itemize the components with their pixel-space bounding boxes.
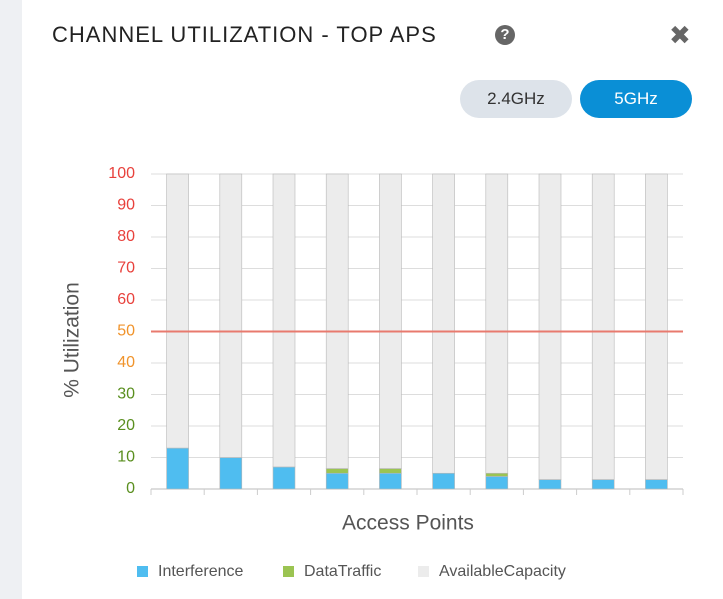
bar-segment	[379, 472, 402, 490]
bar-segment	[272, 466, 296, 490]
legend-swatch	[137, 566, 148, 577]
bar-segment	[645, 479, 668, 490]
legend-label: DataTraffic	[304, 563, 381, 580]
y-tick-label: 40	[117, 354, 135, 371]
y-tick-label: 10	[117, 449, 135, 466]
bar-segment	[219, 173, 243, 458]
legend-swatch	[283, 566, 294, 577]
bar-segment	[219, 457, 243, 490]
legend-label: AvailableCapacity	[439, 563, 566, 580]
y-tick-label: 50	[117, 323, 135, 340]
band-button[interactable]: 5GHz	[580, 80, 692, 118]
y-tick-label: 90	[117, 197, 135, 214]
legend-swatch	[418, 566, 429, 577]
x-axis-label: Access Points	[342, 512, 474, 535]
band-button[interactable]: 2.4GHz	[460, 80, 572, 118]
y-tick-label: 20	[117, 417, 135, 434]
bar-segment	[485, 476, 509, 490]
help-icon[interactable]: ?	[495, 25, 515, 45]
bar-segment	[485, 173, 509, 474]
bar-segment	[432, 472, 455, 490]
y-tick-label: 70	[117, 260, 135, 277]
bar-segment	[325, 468, 349, 474]
bar-segment	[325, 472, 349, 490]
bar-segment	[325, 173, 349, 469]
y-tick-label: 30	[117, 386, 135, 403]
bar-segment	[485, 472, 509, 477]
bar-segment	[379, 468, 402, 474]
y-tick-label: 80	[117, 228, 135, 245]
bar-segment	[272, 173, 296, 468]
y-tick-label: 100	[108, 165, 135, 182]
bar-segment	[432, 173, 455, 474]
widget-title: CHANNEL UTILIZATION - TOP APS	[52, 22, 437, 47]
legend-label: Interference	[158, 563, 243, 580]
bar-segment	[538, 479, 562, 490]
close-button[interactable]: ✖	[669, 20, 691, 50]
y-tick-label: 60	[117, 291, 135, 308]
bar-segment	[645, 173, 668, 480]
bar-segment	[379, 173, 402, 469]
bar-segment	[538, 173, 562, 480]
bar-segment	[166, 173, 189, 449]
bar-segment	[591, 479, 615, 490]
bar-segment	[591, 173, 615, 480]
y-axis-label: % Utilization	[61, 282, 84, 398]
y-tick-label: 0	[126, 480, 135, 497]
bar-segment	[166, 447, 189, 490]
